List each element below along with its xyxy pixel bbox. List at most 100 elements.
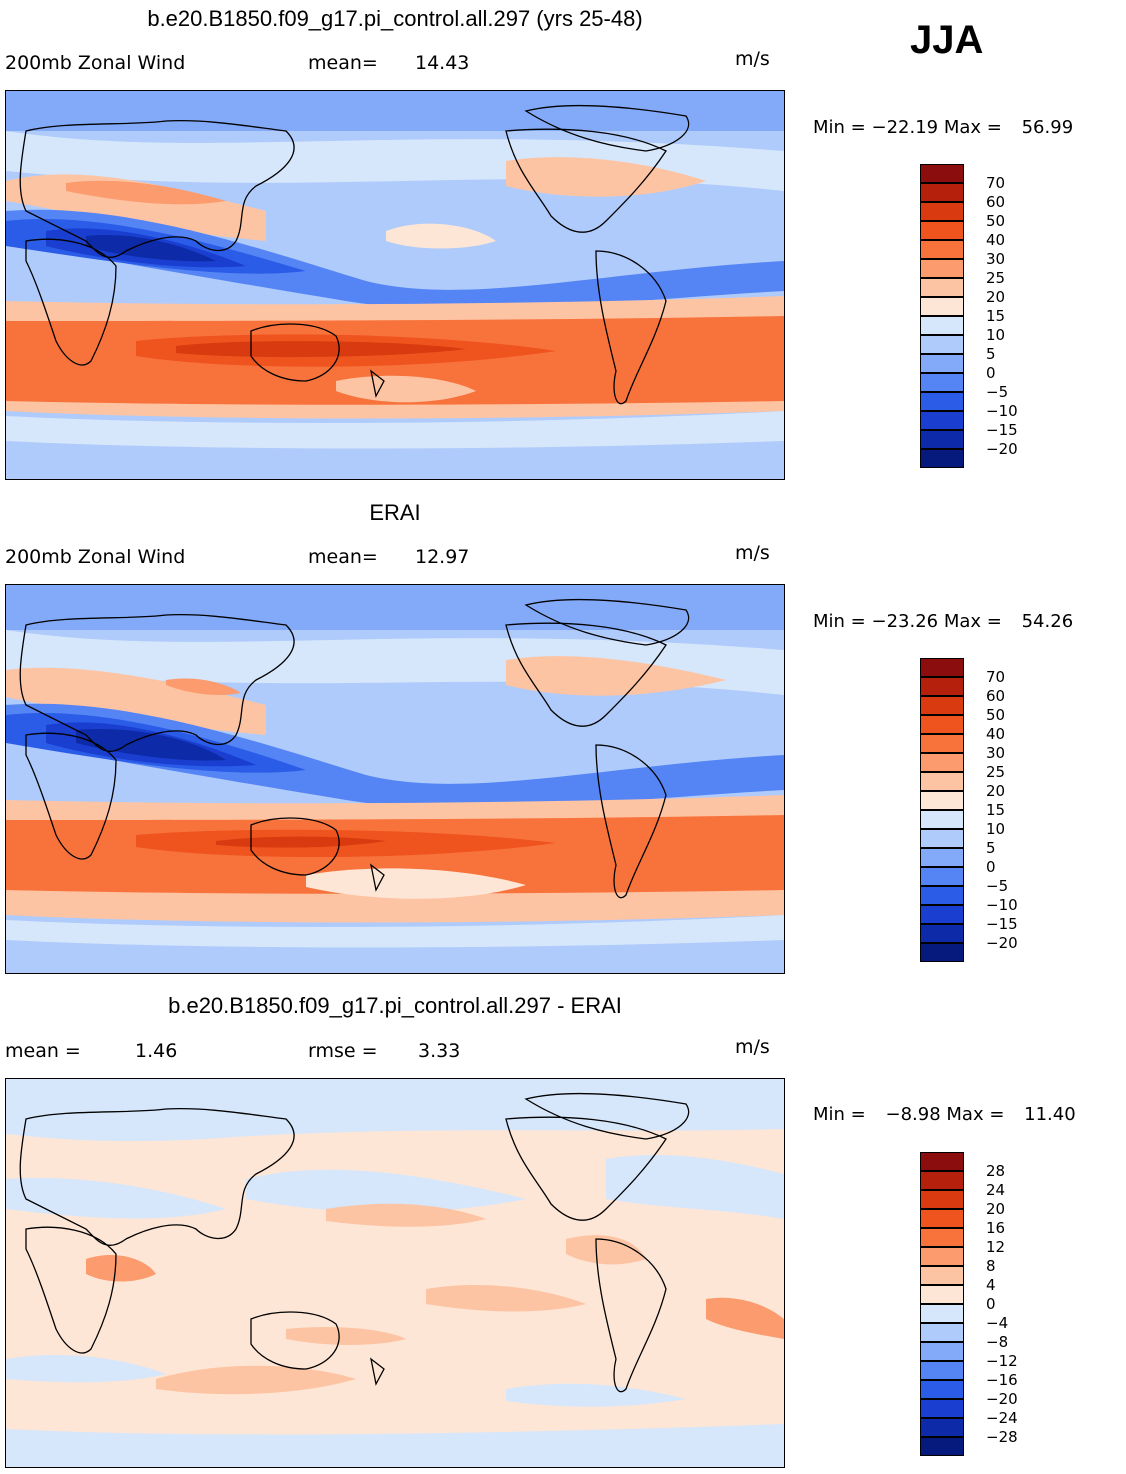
colorbar-cell bbox=[920, 943, 964, 962]
max-value: 54.26 bbox=[1021, 611, 1074, 632]
panel-units-model: m/s bbox=[735, 48, 770, 70]
colorbar-cell bbox=[920, 829, 964, 848]
max-value: 11.40 bbox=[1024, 1104, 1076, 1125]
panel-left-label-model: 200mb Zonal Wind bbox=[5, 52, 186, 74]
colorbar-cell bbox=[920, 221, 964, 240]
colorbar-diff bbox=[920, 1152, 966, 1456]
colorbar-tick-label: 40 bbox=[986, 725, 1006, 743]
min-value: −22.19 bbox=[871, 117, 939, 138]
colorbar-cell bbox=[920, 677, 964, 696]
colorbar-cell bbox=[920, 1171, 964, 1190]
colorbar-tick-label: 60 bbox=[986, 193, 1006, 211]
colorbar-tick-label: −15 bbox=[986, 421, 1018, 439]
colorbar-tick-label: −20 bbox=[986, 1390, 1018, 1408]
colorbar-cell bbox=[920, 905, 964, 924]
season-label: JJA bbox=[910, 18, 984, 62]
colorbar-cell bbox=[920, 734, 964, 753]
colorbar-tick-label: 50 bbox=[986, 212, 1006, 230]
colorbar-tick-label: 20 bbox=[986, 1200, 1006, 1218]
colorbar-cell bbox=[920, 1285, 964, 1304]
colorbar-tick-label: −15 bbox=[986, 915, 1018, 933]
colorbar-tick-label: 5 bbox=[986, 839, 996, 857]
colorbar-tick-label: 12 bbox=[986, 1238, 1006, 1256]
colorbar-tick-label: −4 bbox=[986, 1314, 1009, 1332]
panel-left-value-diff: 1.46 bbox=[135, 1040, 178, 1062]
panel-stat-value-obs: 12.97 bbox=[415, 546, 470, 568]
panel-stat-label-model: mean= bbox=[308, 52, 378, 74]
colorbar-cell bbox=[920, 202, 964, 221]
min-max-model: Min = −22.19 Max = 56.99 bbox=[813, 117, 1073, 138]
colorbar-cell bbox=[920, 1399, 964, 1418]
colorbar-cell bbox=[920, 1323, 964, 1342]
min-max-diff: Min = −8.98 Max = 11.40 bbox=[813, 1104, 1076, 1125]
colorbar-tick-label: 40 bbox=[986, 231, 1006, 249]
colorbar-tick-label: 4 bbox=[986, 1276, 996, 1294]
colorbar-tick-label: −16 bbox=[986, 1371, 1018, 1389]
colorbar-cell bbox=[920, 1361, 964, 1380]
colorbar-cell bbox=[920, 278, 964, 297]
colorbar-cell bbox=[920, 867, 964, 886]
map-model bbox=[5, 90, 785, 480]
colorbar-tick-label: 16 bbox=[986, 1219, 1006, 1237]
colorbar-cell bbox=[920, 1152, 964, 1171]
panel-title-model: b.e20.B1850.f09_g17.pi_control.all.297 (… bbox=[147, 6, 643, 31]
colorbar-tick-label: −24 bbox=[986, 1409, 1018, 1427]
panel-stat-value-diff: 3.33 bbox=[418, 1040, 461, 1062]
colorbar-cell bbox=[920, 696, 964, 715]
min-label: Min = bbox=[813, 117, 866, 138]
colorbar-cell bbox=[920, 164, 964, 183]
colorbar-cell bbox=[920, 183, 964, 202]
colorbar-cell bbox=[920, 354, 964, 373]
colorbar-tick-label: 70 bbox=[986, 174, 1006, 192]
panel-stat-value-model: 14.43 bbox=[415, 52, 470, 74]
map-diff bbox=[5, 1078, 785, 1468]
colorbar-tick-label: 30 bbox=[986, 250, 1006, 268]
colorbar-cell bbox=[920, 886, 964, 905]
colorbar-tick-label: 25 bbox=[986, 269, 1006, 287]
colorbar-cell bbox=[920, 1266, 964, 1285]
colorbar-cell bbox=[920, 1304, 964, 1323]
colorbar-cell bbox=[920, 1209, 964, 1228]
colorbar-cell bbox=[920, 1342, 964, 1361]
colorbar-tick-label: −20 bbox=[986, 934, 1018, 952]
colorbar-cell bbox=[920, 335, 964, 354]
colorbar-cell bbox=[920, 1437, 964, 1456]
colorbar-cell bbox=[920, 1247, 964, 1266]
colorbar-cell bbox=[920, 924, 964, 943]
colorbar-tick-label: 0 bbox=[986, 1295, 996, 1313]
map-obs bbox=[5, 584, 785, 974]
colorbar-cell bbox=[920, 848, 964, 867]
colorbar-model bbox=[920, 164, 966, 468]
colorbar-tick-label: 30 bbox=[986, 744, 1006, 762]
min-value: −8.98 bbox=[885, 1104, 941, 1125]
max-label: Max = bbox=[943, 611, 1002, 632]
colorbar-cell bbox=[920, 810, 964, 829]
colorbar-cell bbox=[920, 753, 964, 772]
colorbar-tick-label: −20 bbox=[986, 440, 1018, 458]
max-label: Max = bbox=[946, 1104, 1005, 1125]
colorbar-cell bbox=[920, 1190, 964, 1209]
max-label: Max = bbox=[943, 117, 1002, 138]
panel-title-obs: ERAI bbox=[369, 500, 421, 525]
colorbar-cell bbox=[920, 715, 964, 734]
colorbar-tick-label: 5 bbox=[986, 345, 996, 363]
colorbar-cell bbox=[920, 772, 964, 791]
colorbar-cell bbox=[920, 430, 964, 449]
colorbar-cell bbox=[920, 1228, 964, 1247]
colorbar-cell bbox=[920, 316, 964, 335]
min-max-obs: Min = −23.26 Max = 54.26 bbox=[813, 611, 1073, 632]
panel-units-diff: m/s bbox=[735, 1036, 770, 1058]
panel-stat-label-diff: rmse = bbox=[308, 1040, 378, 1062]
colorbar-cell bbox=[920, 297, 964, 316]
panel-units-obs: m/s bbox=[735, 542, 770, 564]
colorbar-tick-label: 28 bbox=[986, 1162, 1006, 1180]
panel-left-label-obs: 200mb Zonal Wind bbox=[5, 546, 186, 568]
min-label: Min = bbox=[813, 1104, 866, 1125]
colorbar-tick-label: 25 bbox=[986, 763, 1006, 781]
colorbar-tick-label: −28 bbox=[986, 1428, 1018, 1446]
colorbar-tick-label: 60 bbox=[986, 687, 1006, 705]
colorbar-tick-label: 0 bbox=[986, 858, 996, 876]
colorbar-tick-label: −5 bbox=[986, 877, 1009, 895]
colorbar-tick-label: 24 bbox=[986, 1181, 1006, 1199]
colorbar-tick-label: 10 bbox=[986, 326, 1006, 344]
